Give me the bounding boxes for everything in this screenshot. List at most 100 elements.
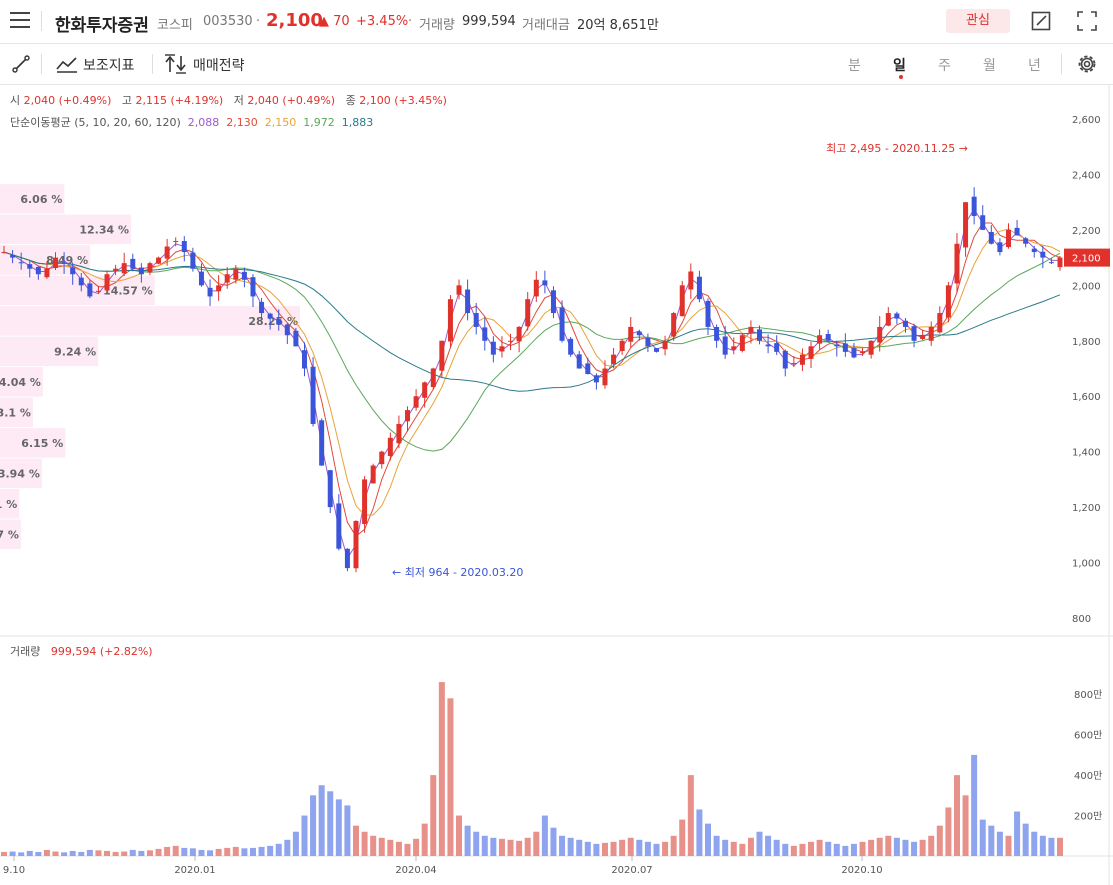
candle-body [516, 326, 522, 342]
candle-body [259, 301, 265, 314]
period-year-tab[interactable]: 년 [1028, 58, 1041, 74]
strategy-button[interactable]: 매매전략 [193, 58, 245, 74]
volume-profile-label: 14.57 % [103, 284, 153, 297]
settings-gear-icon[interactable] [1076, 53, 1098, 75]
candle-body [851, 347, 857, 358]
moving-average-line [3, 251, 1061, 392]
volume-bar [78, 851, 85, 856]
candle-body [550, 290, 556, 314]
candle-body [250, 277, 256, 297]
candle-body [267, 313, 273, 319]
ma-label: 단순이동평균 (5, 10, 20, 60, 120) [10, 116, 181, 129]
ma60-value: 1,972 [303, 116, 335, 129]
volume-bar [936, 825, 943, 856]
volume-bar [344, 805, 351, 856]
volume-bar [662, 841, 669, 856]
edit-icon[interactable] [1031, 11, 1051, 31]
volume-bar [584, 841, 591, 856]
candle-body [525, 299, 531, 327]
indicator-button[interactable]: 보조지표 [83, 58, 135, 74]
volume-bar [876, 837, 883, 856]
candle-body [1014, 227, 1020, 236]
volume-bar [181, 847, 188, 856]
volume-value: 999,594 [462, 14, 516, 29]
moving-average-legend: 단순이동평균 (5, 10, 20, 60, 120) 2,088 2,130 … [10, 114, 373, 130]
volume-bar [490, 837, 497, 856]
volume-profile: 6.06 %12.34 %8.49 %14.57 %28.25 %9.24 %4… [0, 184, 300, 550]
candle-body [198, 271, 204, 286]
low-value: 2,040 (+0.49%) [247, 94, 336, 107]
candle-body [894, 313, 900, 319]
volume-bar [1005, 835, 1012, 856]
fullscreen-icon[interactable] [1077, 11, 1097, 31]
candle-body [413, 396, 419, 408]
candle-body [696, 276, 702, 300]
price-chart[interactable]: 6.06 %12.34 %8.49 %14.57 %28.25 %9.24 %4… [0, 85, 1113, 885]
candle-body [1040, 251, 1046, 258]
volume-bar [1022, 823, 1029, 856]
volume-profile-bar [0, 275, 155, 306]
volume-bar [456, 815, 463, 856]
candle-body [868, 340, 874, 355]
volume-bar [953, 775, 960, 856]
time-tick-label: 2020.04 [395, 865, 436, 876]
candle-body [662, 340, 668, 350]
period-day-tab[interactable]: 일 [893, 58, 906, 74]
volume-bar [516, 840, 523, 856]
volume-bar [172, 845, 179, 856]
candle-body [344, 548, 350, 569]
volume-bar [18, 852, 25, 856]
candle-body [301, 350, 307, 369]
period-week-tab[interactable]: 주 [938, 58, 951, 74]
candle-body [241, 271, 247, 280]
candle-body [945, 285, 951, 318]
candle-body [722, 336, 728, 355]
period-month-tab[interactable]: 월 [983, 58, 996, 74]
candle-body [679, 285, 685, 317]
candle-body [27, 264, 33, 269]
volume-bars [1, 682, 1063, 856]
volume-bar [241, 848, 248, 856]
favorite-button[interactable]: 관심 [946, 9, 1010, 33]
volume-bar [155, 848, 162, 856]
volume-bar [378, 837, 385, 856]
candle-body [53, 257, 59, 269]
open-label: 시 [10, 94, 21, 107]
volume-profile-bar [0, 336, 99, 367]
volume-bar [687, 775, 694, 856]
top-bar: 한화투자증권 코스피 003530 · 2,100 ▲ 70 +3.45% · … [0, 0, 1113, 44]
candle-body [576, 354, 582, 369]
candle-body [928, 326, 934, 341]
candle-body [181, 241, 187, 253]
volume-bar [705, 823, 711, 856]
volume-profile-label: 6.06 % [20, 193, 62, 206]
divider [41, 54, 42, 74]
price-tick-label: 2,200 [1072, 226, 1101, 237]
candle-body [808, 346, 814, 359]
period-minute-tab[interactable]: 분 [848, 58, 861, 74]
candle-body [224, 274, 230, 283]
price-tick-label: 1,400 [1072, 448, 1101, 459]
volume-bar [928, 835, 935, 856]
draw-line-icon[interactable] [12, 55, 30, 73]
strategy-icon[interactable] [164, 54, 188, 74]
volume-bar [919, 839, 926, 856]
indicator-icon[interactable] [56, 55, 78, 73]
candle-body [362, 479, 368, 524]
candle-body [954, 243, 960, 284]
volume-bar [679, 819, 686, 856]
volume-legend: 거래량 999,594 (+2.82%) [10, 643, 153, 659]
candle-body [671, 313, 677, 337]
candle-body [353, 520, 359, 569]
chart-grid [0, 85, 1113, 885]
candle-body [490, 341, 496, 355]
volume-bar [756, 831, 763, 856]
volume-bar [224, 847, 231, 856]
volume-bar [353, 825, 359, 856]
volume-bar [644, 841, 651, 856]
menu-icon[interactable] [10, 12, 30, 30]
moving-average-lines [3, 208, 1061, 560]
volume-bar [35, 851, 42, 856]
moving-average-line [3, 208, 1060, 560]
candle-body [1048, 262, 1054, 264]
